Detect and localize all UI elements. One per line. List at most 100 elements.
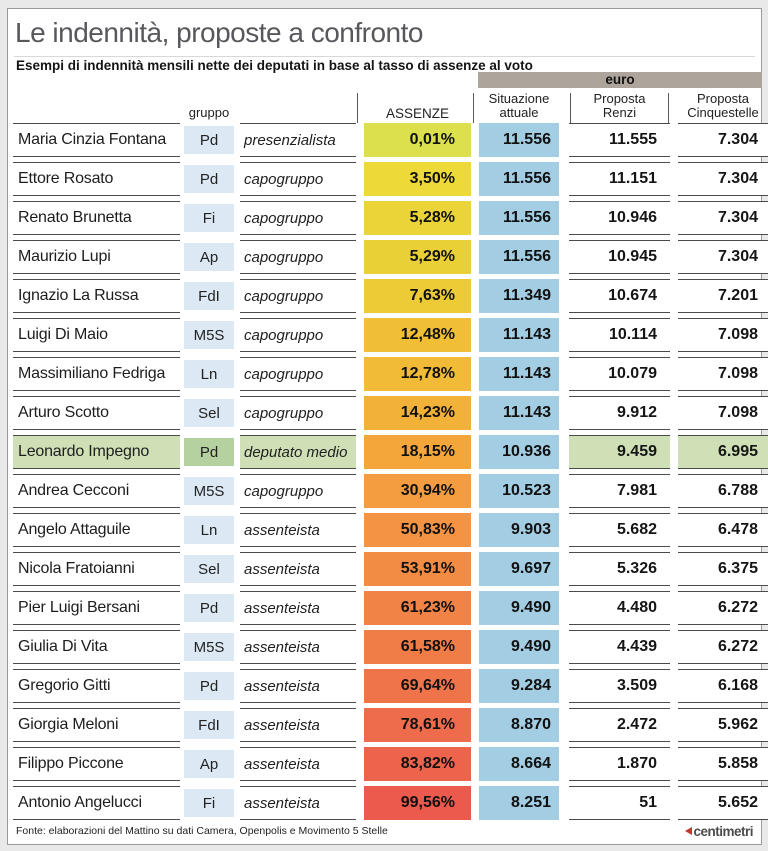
- group-badge: Pd: [184, 438, 234, 466]
- table-row: Luigi Di Maio M5S capogruppo 12,48% 11.1…: [13, 318, 768, 352]
- group-badge: Ln: [184, 516, 234, 544]
- table-row: Renato Brunetta Fi capogruppo 5,28% 11.5…: [13, 201, 768, 235]
- proposta-cinquestelle-cell: 5.858: [678, 747, 768, 781]
- proposta-cinquestelle-cell: 6.168: [678, 669, 768, 703]
- table-row: Angelo Attaguile Ln assenteista 50,83% 9…: [13, 513, 768, 547]
- proposta-cinquestelle-cell: 6.272: [678, 591, 768, 625]
- proposta-renzi-cell: 10.946: [569, 201, 670, 235]
- group-badge-cell: Pd: [184, 162, 234, 196]
- deputy-name: Luigi Di Maio: [13, 318, 180, 352]
- proposta-renzi-cell: 5.326: [569, 552, 670, 586]
- assenze-cell: 5,29%: [364, 240, 471, 274]
- deputy-profile: capogruppo: [240, 240, 356, 274]
- situazione-attuale-cell: 11.556: [479, 123, 559, 157]
- table-row: Pier Luigi Bersani Pd assenteista 61,23%…: [13, 591, 768, 625]
- group-badge-cell: Ln: [184, 513, 234, 547]
- assenze-cell: 50,83%: [364, 513, 471, 547]
- group-badge-cell: M5S: [184, 474, 234, 508]
- group-badge-cell: Fi: [184, 201, 234, 235]
- assenze-cell: 69,64%: [364, 669, 471, 703]
- proposta-cinquestelle-cell: 5.652: [678, 786, 768, 820]
- deputy-name: Maurizio Lupi: [13, 240, 180, 274]
- situazione-attuale-cell: 11.556: [479, 240, 559, 274]
- proposta-cinquestelle-cell: 7.098: [678, 357, 768, 391]
- assenze-cell: 12,48%: [364, 318, 471, 352]
- group-badge-cell: Ap: [184, 240, 234, 274]
- deputy-name: Ignazio La Russa: [13, 279, 180, 313]
- situazione-attuale-cell: 10.936: [479, 435, 559, 469]
- proposta-renzi-cell: 4.480: [569, 591, 670, 625]
- group-badge-cell: FdI: [184, 279, 234, 313]
- proposta-renzi-cell: 10.945: [569, 240, 670, 274]
- column-headers: gruppo ASSENZE Situazione attuale Propos…: [13, 89, 759, 123]
- deputy-name: Massimiliano Fedriga: [13, 357, 180, 391]
- deputy-profile: assenteista: [240, 591, 356, 625]
- group-badge-cell: M5S: [184, 318, 234, 352]
- proposta-renzi-cell: 11.555: [569, 123, 670, 157]
- table-row: Andrea Cecconi M5S capogruppo 30,94% 10.…: [13, 474, 768, 508]
- group-badge: Fi: [184, 204, 234, 232]
- deputy-name: Ettore Rosato: [13, 162, 180, 196]
- deputy-name: Arturo Scotto: [13, 396, 180, 430]
- table-row: Ettore Rosato Pd capogruppo 3,50% 11.556…: [13, 162, 768, 196]
- group-badge: Pd: [184, 165, 234, 193]
- group-badge: M5S: [184, 633, 234, 661]
- group-badge-cell: Sel: [184, 396, 234, 430]
- situazione-attuale-cell: 8.251: [479, 786, 559, 820]
- group-badge: Ap: [184, 750, 234, 778]
- assenze-cell: 53,91%: [364, 552, 471, 586]
- deputy-name: Antonio Angelucci: [13, 786, 180, 820]
- centimetri-logo: centimetri: [685, 824, 753, 839]
- table-row: Arturo Scotto Sel capogruppo 14,23% 11.1…: [13, 396, 768, 430]
- proposta-renzi-cell: 4.439: [569, 630, 670, 664]
- group-badge-cell: Pd: [184, 669, 234, 703]
- proposta-renzi-cell: 1.870: [569, 747, 670, 781]
- deputy-profile: assenteista: [240, 552, 356, 586]
- table-row: Giorgia Meloni FdI assenteista 78,61% 8.…: [13, 708, 768, 742]
- situazione-attuale-cell: 9.490: [479, 630, 559, 664]
- group-badge-cell: FdI: [184, 708, 234, 742]
- group-badge: Pd: [184, 126, 234, 154]
- deputy-name: Filippo Piccone: [13, 747, 180, 781]
- proposta-cinquestelle-cell: 6.478: [678, 513, 768, 547]
- proposta-renzi-cell: 3.509: [569, 669, 670, 703]
- column-header-gruppo: gruppo: [188, 105, 230, 121]
- group-badge-cell: Ln: [184, 357, 234, 391]
- footer: Fonte: elaborazioni del Mattino su dati …: [16, 822, 753, 840]
- table-row: Maurizio Lupi Ap capogruppo 5,29% 11.556…: [13, 240, 768, 274]
- group-badge: FdI: [184, 711, 234, 739]
- header-divider: [570, 93, 571, 123]
- situazione-attuale-cell: 8.664: [479, 747, 559, 781]
- header-divider: [668, 93, 669, 123]
- group-badge: M5S: [184, 321, 234, 349]
- proposta-renzi-cell: 51: [569, 786, 670, 820]
- group-badge: FdI: [184, 282, 234, 310]
- deputy-name: Renato Brunetta: [13, 201, 180, 235]
- situazione-attuale-cell: 9.697: [479, 552, 559, 586]
- proposta-renzi-cell: 7.981: [569, 474, 670, 508]
- proposta-cinquestelle-cell: 7.098: [678, 396, 768, 430]
- column-header-situazione: Situazione attuale: [488, 90, 550, 121]
- situazione-attuale-cell: 11.556: [479, 162, 559, 196]
- group-badge-cell: Pd: [184, 591, 234, 625]
- assenze-cell: 0,01%: [364, 123, 471, 157]
- proposta-cinquestelle-cell: 7.304: [678, 162, 768, 196]
- left-arrow-icon: [685, 827, 693, 835]
- situazione-attuale-cell: 9.903: [479, 513, 559, 547]
- deputy-profile: assenteista: [240, 669, 356, 703]
- deputy-profile: assenteista: [240, 708, 356, 742]
- deputy-name: Nicola Fratoianni: [13, 552, 180, 586]
- assenze-cell: 99,56%: [364, 786, 471, 820]
- table-row: Antonio Angelucci Fi assenteista 99,56% …: [13, 786, 768, 820]
- proposta-renzi-cell: 5.682: [569, 513, 670, 547]
- group-badge: Sel: [184, 555, 234, 583]
- group-badge: Pd: [184, 594, 234, 622]
- header-divider: [473, 93, 474, 123]
- deputy-profile: assenteista: [240, 747, 356, 781]
- situazione-attuale-cell: 11.143: [479, 357, 559, 391]
- deputy-profile: assenteista: [240, 630, 356, 664]
- table-row: Maria Cinzia Fontana Pd presenzialista 0…: [13, 123, 768, 157]
- deputy-name: Maria Cinzia Fontana: [13, 123, 180, 157]
- proposta-renzi-cell: 11.151: [569, 162, 670, 196]
- situazione-attuale-cell: 11.349: [479, 279, 559, 313]
